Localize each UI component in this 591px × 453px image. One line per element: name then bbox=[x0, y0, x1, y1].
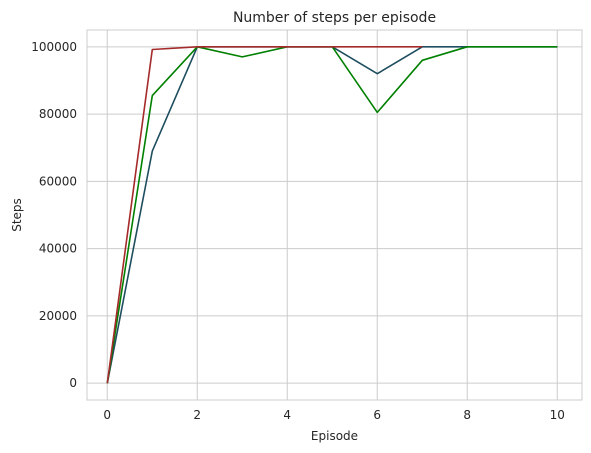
y-tick-label: 40000 bbox=[39, 242, 77, 256]
series-line-1 bbox=[106, 45, 558, 384]
x-tick-label: 0 bbox=[103, 408, 111, 422]
x-axis-label: Episode bbox=[311, 429, 358, 443]
y-tick-label: 100000 bbox=[31, 40, 77, 54]
chart-title: Number of steps per episode bbox=[233, 10, 436, 26]
x-tick-label: 10 bbox=[550, 408, 565, 422]
y-tick-label: 60000 bbox=[39, 174, 77, 188]
y-tick-label: 80000 bbox=[39, 107, 77, 121]
x-tick-label: 6 bbox=[373, 408, 381, 422]
y-tick-label: 20000 bbox=[39, 309, 77, 323]
x-tick-label: 2 bbox=[193, 408, 201, 422]
x-tick-label: 4 bbox=[283, 408, 291, 422]
tick-labels: 0 2 4 6 8 10 0 20000 40000 60000 80000 100000 bbox=[31, 40, 565, 422]
y-axis-label: Steps bbox=[10, 198, 24, 232]
x-tick-label: 8 bbox=[463, 408, 471, 422]
series-group bbox=[106, 45, 558, 384]
grid bbox=[87, 30, 582, 400]
y-tick-label: 0 bbox=[69, 376, 77, 390]
plot-area-frame bbox=[86, 29, 583, 401]
series-line-3 bbox=[106, 45, 423, 384]
